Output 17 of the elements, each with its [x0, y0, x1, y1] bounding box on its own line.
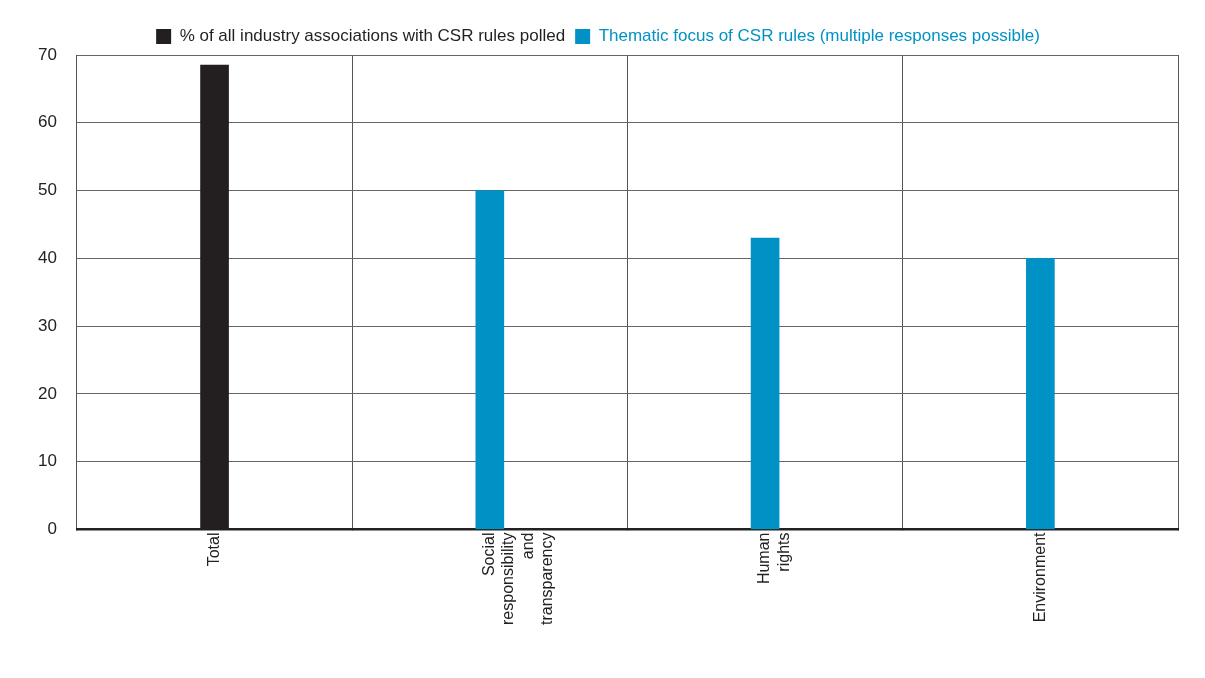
y-tick-label: 60: [37, 112, 57, 132]
x-tick-label: Total: [204, 532, 222, 567]
x-tick-label: Human rights: [755, 532, 792, 585]
bar: [1026, 258, 1055, 530]
bar: [750, 237, 780, 530]
y-tick-label: 0: [47, 519, 57, 539]
y-tick-label: 40: [37, 248, 57, 268]
bar: [475, 190, 505, 530]
y-tick-label: 70: [37, 44, 57, 64]
y-tick-label: 20: [37, 383, 57, 403]
legend-label: Thematic focus of CSR rules (multiple responses possible): [598, 26, 1040, 46]
legend-label: % of all industry associations with CSR rules polled: [179, 26, 566, 46]
x-tick-label: Social responsibility and transparency: [480, 532, 555, 626]
y-tick-label: 30: [37, 315, 57, 335]
y-tick-label: 10: [37, 451, 57, 471]
y-tick-label: 50: [37, 180, 57, 200]
x-tick-label: Environment: [1030, 531, 1048, 623]
